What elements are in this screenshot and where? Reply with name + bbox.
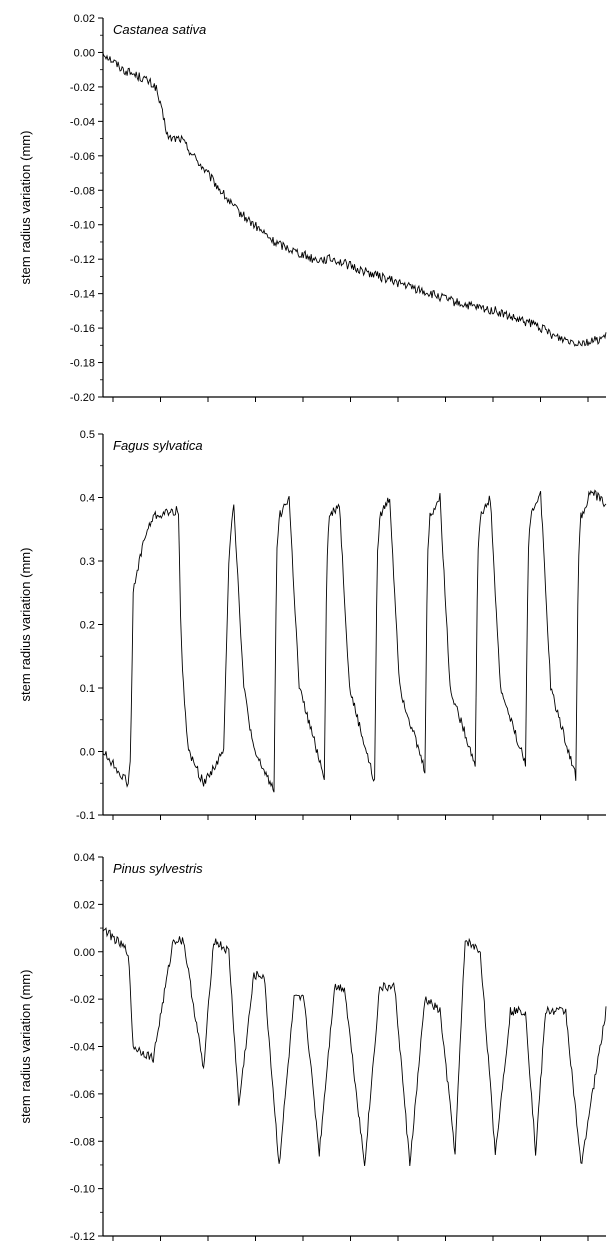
y-tick-label: 0.0	[80, 747, 95, 759]
series-line	[102, 489, 607, 793]
panel-title: Fagus sylvatica	[113, 438, 203, 453]
y-tick-label: -0.20	[70, 392, 95, 404]
y-tick-label: -0.12	[70, 254, 95, 266]
panel-title: Pinus sylvestris	[113, 861, 203, 876]
y-tick-label: 0.2	[80, 620, 95, 632]
y-axis-title: stem radius variation (mm)	[18, 970, 33, 1124]
y-tick-label: 0.04	[74, 852, 95, 864]
y-tick-label: 0.4	[80, 493, 95, 505]
y-tick-label: -0.08	[70, 1136, 95, 1148]
y-tick-label: -0.10	[70, 1184, 95, 1196]
y-tick-label: -0.08	[70, 185, 95, 197]
y-tick-label: -0.04	[70, 116, 95, 128]
y-tick-label: 0.5	[80, 429, 95, 441]
chart-panel-3: 0.04 0.02 0.00 -0.02 -0.04 -0.06 -0.08 -0.10 -0.…	[18, 852, 607, 1242]
y-tick-label: -0.10	[70, 220, 95, 232]
y-tick-label: 0.00	[74, 47, 95, 59]
chart-panel-1: 0.02 0.00 -0.02 -0.04 -0.06 -0.08 -0.10 -0.12 -0…	[18, 13, 607, 404]
y-tick-label: -0.04	[70, 1042, 95, 1054]
series-line	[102, 53, 607, 347]
y-tick-label: -0.1	[76, 810, 95, 822]
y-tick-label: 0.02	[74, 13, 95, 25]
y-tick-label: -0.18	[70, 358, 95, 370]
y-tick-label: -0.02	[70, 82, 95, 94]
y-tick-label: -0.06	[70, 151, 95, 163]
y-tick-label: 0.1	[80, 683, 95, 695]
y-tick-label: 0.3	[80, 556, 95, 568]
y-tick-label: -0.02	[70, 994, 95, 1006]
panel-title: Castanea sativa	[113, 22, 206, 37]
series-line	[102, 927, 607, 1167]
y-tick-label: -0.16	[70, 323, 95, 335]
y-tick-label: -0.14	[70, 289, 95, 301]
y-axis-title: stem radius variation (mm)	[18, 131, 33, 285]
y-tick-label: 0.02	[74, 899, 95, 911]
y-tick-label: 0.00	[74, 947, 95, 959]
y-tick-label: -0.06	[70, 1089, 95, 1101]
y-tick-label: -0.12	[70, 1231, 95, 1242]
chart-panel-2: 0.5 0.4 0.3 0.2 0.1 0.0 -0.1 stem radius variat…	[18, 429, 607, 822]
y-axis-title: stem radius variation (mm)	[18, 548, 33, 702]
